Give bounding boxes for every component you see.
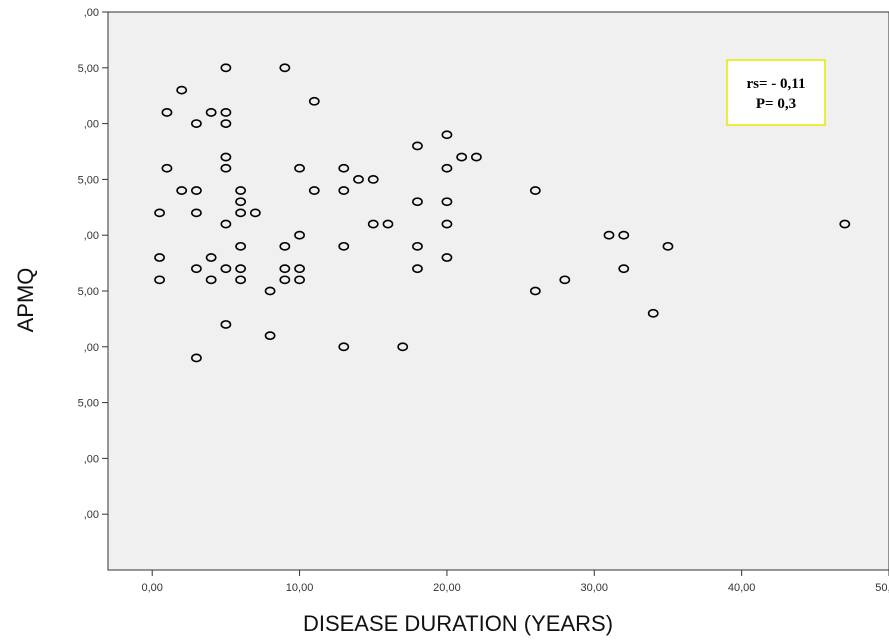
scatter-point [441,219,453,229]
scatter-point [279,241,291,251]
scatter-point [456,152,468,162]
scatter-point [235,275,247,285]
scatter-point [154,275,165,285]
scatter-point [412,264,423,274]
scatter-point [294,264,305,274]
y-tick-label: 5,00 [78,63,99,75]
y-tick-label: 5,00 [78,286,99,298]
scatter-point [191,186,202,195]
scatter-point [647,308,659,318]
x-axis-title: DISEASE DURATION (YEARS) [303,611,613,636]
scatter-point [412,197,423,207]
scatter-point [264,331,276,341]
scatter-point [191,353,202,363]
scatter-point [235,208,247,218]
scatter-point [161,108,173,117]
x-tick-label: 50,00 [875,582,889,594]
scatter-point [529,286,541,296]
y-tick-label: ,00 [84,230,99,242]
scatter-point [235,241,247,251]
x-axis: 0,00 10,00 20,00 30,00 40,00 50,00 [108,569,889,594]
scatter-point [441,163,453,173]
scatter-point [154,208,165,218]
y-tick-label: ,00 [84,7,99,19]
annotation-line-2: P= 0,3 [756,96,796,112]
scatter-point [176,186,188,195]
scatter-point [161,163,173,173]
scatter-point [220,152,232,162]
scatter-point [338,186,350,195]
scatter-point [279,264,291,274]
scatter-point [220,108,232,117]
x-tick-label: 20,00 [433,582,461,594]
scatter-point [367,174,379,184]
scatter-point [205,253,217,262]
scatter-point [367,219,379,229]
y-tick-label: 5,00 [78,174,99,186]
scatter-point [529,186,541,195]
scatter-point [294,230,305,240]
scatter-point [205,108,217,117]
x-tick-label: 30,00 [581,582,609,594]
scatter-point [338,241,350,251]
scatter-point [338,163,350,173]
scatter-point [412,241,423,251]
y-tick-label: ,00 [84,342,99,354]
scatter-point [338,342,350,352]
scatter-point [308,96,320,106]
scatter-point [294,275,305,285]
scatter-point [191,264,202,274]
scatter-point [249,208,261,218]
stats-annotation: rs= - 0,11 P= 0,3 [726,59,826,126]
scatter-point [353,174,364,184]
scatter-point [220,264,232,274]
scatter-point [441,130,453,140]
y-tick-label: 5,00 [78,398,99,410]
scatter-point [235,264,247,274]
y-axis: ,00 ,00 5,00 ,00 5,00 ,00 5,00 ,00 5,00 ,00 [78,7,109,570]
scatter-point [618,264,630,274]
scatter-point [220,63,232,73]
scatter-point [220,163,232,173]
scatter-point [470,152,482,162]
scatter-point [279,63,291,73]
scatter-point [176,85,188,95]
y-axis-title: APMQ [13,268,38,333]
y-tick-label: ,00 [84,119,99,131]
scatter-point [220,119,232,128]
y-tick-label: ,00 [84,453,99,465]
scatter-point [559,275,571,285]
annotation-line-1: rs= - 0,11 [747,76,806,92]
scatter-point [294,163,305,173]
scatter-point [412,141,423,151]
scatter-point [279,275,291,285]
scatter-point [235,186,247,195]
data-points [154,63,851,363]
scatter-point [839,219,851,229]
scatter-point [603,230,615,240]
scatter-point [154,253,165,262]
scatter-point [441,253,453,262]
scatter-point [205,275,217,285]
scatter-point [618,230,630,240]
x-tick-label: 40,00 [728,582,756,594]
scatter-point [264,286,276,296]
scatter-point [308,186,320,195]
scatter-point [662,241,674,251]
x-tick-label: 10,00 [286,582,314,594]
scatter-point [220,219,232,229]
scatter-point [235,197,247,207]
scatter-point [441,197,453,207]
scatter-point [382,219,394,229]
annotation-box [726,59,826,126]
scatter-point [397,342,409,352]
scatter-point [191,208,202,218]
y-tick-label: ,00 [84,509,99,521]
x-tick-label: 0,00 [141,582,162,594]
scatter-point [191,119,202,128]
scatter-point [220,320,232,329]
